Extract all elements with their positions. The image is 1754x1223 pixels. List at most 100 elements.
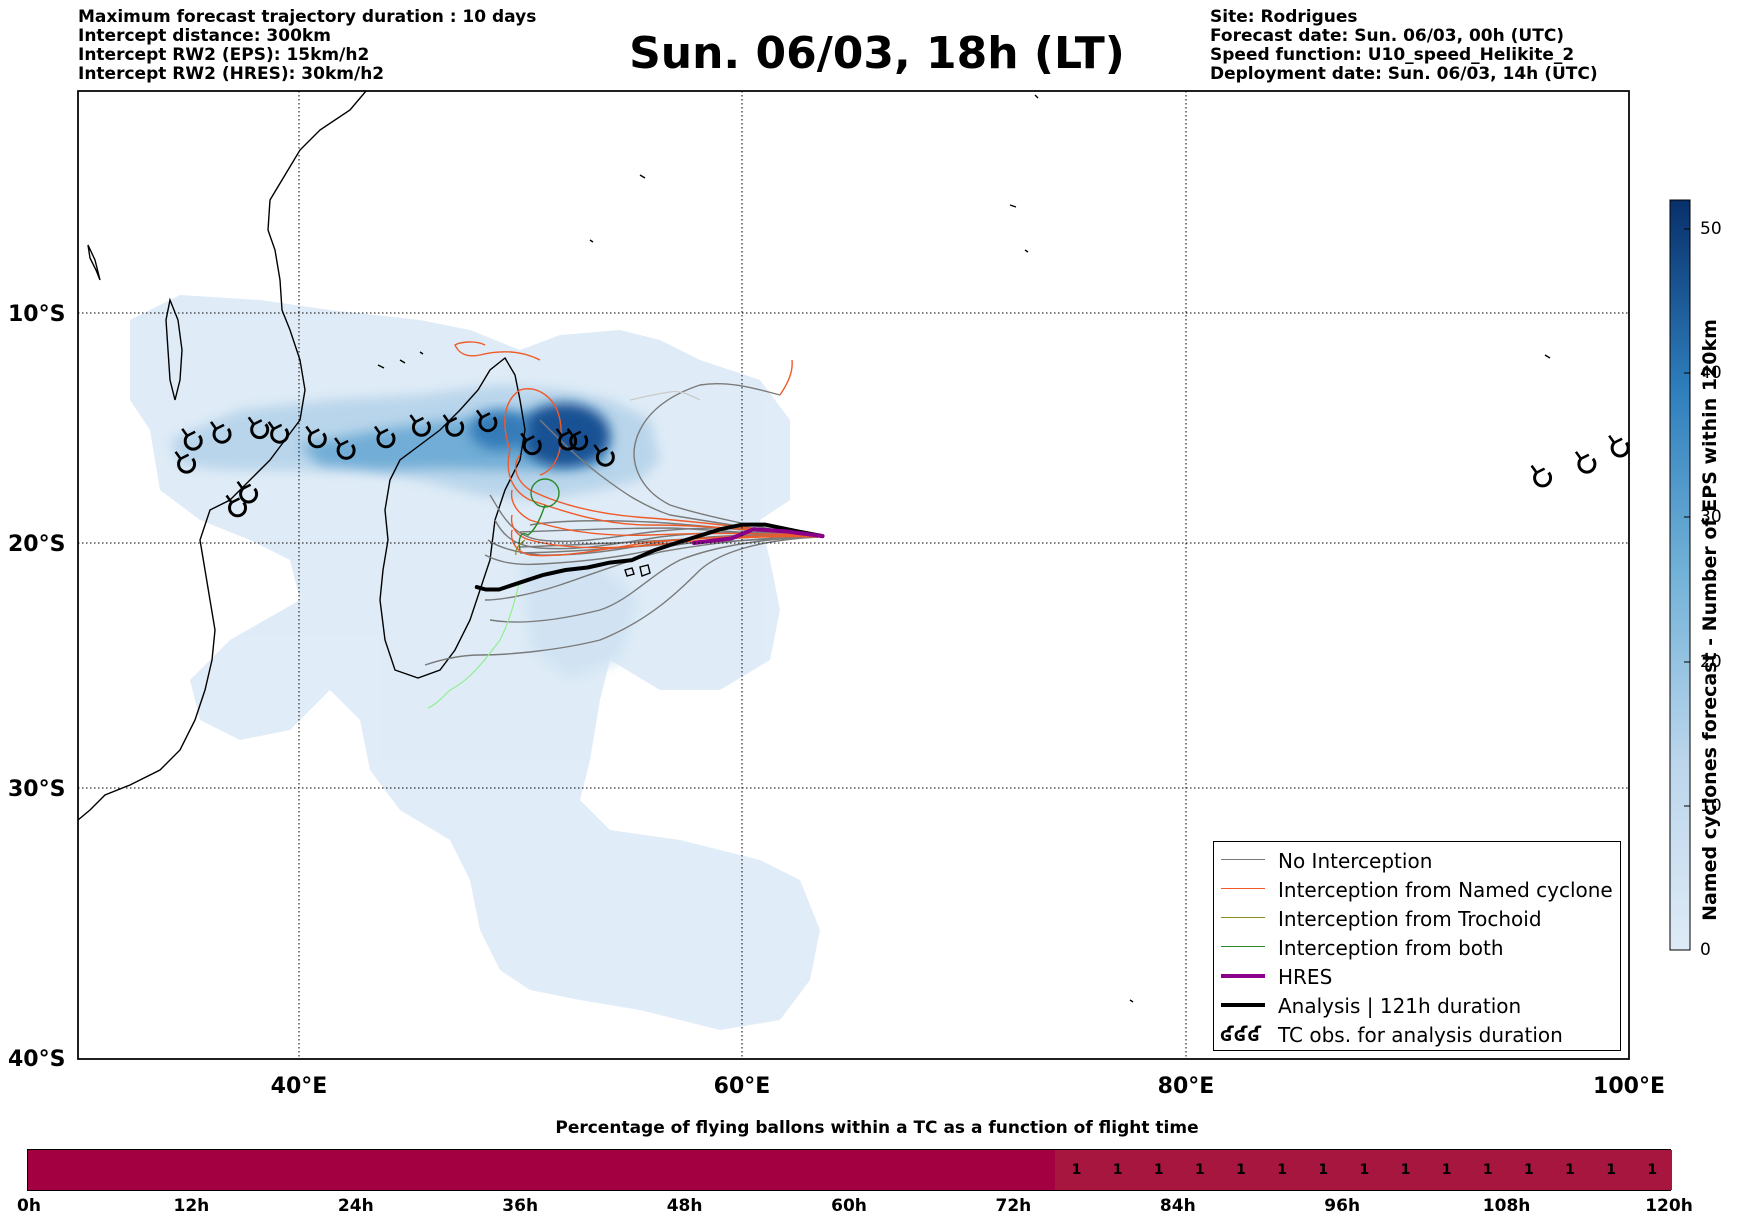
legend-item-analysis: Analysis | 121h duration: [1214, 993, 1620, 1022]
timebar-value: 1: [1071, 1162, 1082, 1178]
mauritius: [639, 564, 651, 577]
tc-obs-symbol: [593, 444, 615, 467]
tc-obs-symbol: [305, 425, 327, 449]
coastlines: [78, 91, 1551, 1003]
flight-time-bar: 1 1 1 1 1 1 1 1 1 1 1 1 1 1 1: [27, 1149, 1672, 1191]
header-left-line: Maximum forecast trajectory duration : 1…: [78, 7, 537, 27]
legend-label: Analysis | 121h duration: [1278, 994, 1522, 1018]
colorbar-tick-20: 20: [1700, 652, 1722, 672]
tc-obs-symbol: [373, 425, 396, 449]
timebar-value: 1: [1318, 1162, 1329, 1178]
legend-label: Interception from Named cyclone: [1278, 878, 1613, 902]
colorbar: [1669, 199, 1691, 951]
timebar-value: 1: [1153, 1162, 1164, 1178]
header-right-line: Speed function: U10_speed_Helikite_2: [1210, 45, 1575, 65]
time-axis-label: 36h: [502, 1196, 539, 1216]
time-axis-label: 108h: [1482, 1196, 1531, 1216]
time-axis-label: 0h: [17, 1196, 41, 1216]
colorbar-tick-40: 40: [1700, 363, 1722, 383]
legend-line-green: [1221, 946, 1265, 947]
timebar-value: 1: [1194, 1162, 1205, 1178]
time-axis-label: 96h: [1324, 1196, 1361, 1216]
time-axis-label: 48h: [666, 1196, 703, 1216]
timebar-value: 1: [1277, 1162, 1287, 1178]
time-axis-label: 24h: [337, 1196, 374, 1216]
legend-label: Interception from Trochoid: [1278, 907, 1542, 931]
colorbar-tick-30: 30: [1700, 507, 1722, 527]
tc-obs-symbol: [1608, 434, 1629, 458]
graticule: [78, 91, 1629, 1059]
reunion: [624, 567, 635, 577]
legend-label: No Interception: [1278, 849, 1433, 873]
colorbar-tick-50: 50: [1700, 219, 1722, 239]
comoros: [377, 351, 424, 369]
small-islands: [589, 94, 1551, 1003]
eps-no-interception: [424, 382, 819, 666]
lon-label-40e: 40°E: [271, 1074, 328, 1099]
colorbar-ticks: [1684, 228, 1690, 951]
lat-label-30s: 30°S: [8, 777, 65, 802]
tc-obs-symbol: [1530, 464, 1553, 488]
tc-obs-symbol: [1574, 451, 1597, 474]
timebar-value: 1: [1236, 1162, 1246, 1178]
lake-malawi: [165, 297, 183, 401]
timebar-value: 1: [1524, 1162, 1534, 1178]
timebar-value: 1: [1400, 1162, 1411, 1178]
tc-obs-symbol: [566, 428, 589, 451]
timebar-value: 1: [1359, 1162, 1370, 1178]
legend-item-tc-obs: ʛʛʛ TC obs. for analysis duration: [1214, 1022, 1620, 1051]
eps-both-interception: [518, 478, 560, 551]
header-left-line: Intercept distance: 300km: [78, 26, 331, 46]
timebar-value: 1: [1565, 1162, 1575, 1178]
density-outer: [130, 295, 820, 1030]
legend-line-grey: [1221, 859, 1265, 860]
lat-label-10s: 10°S: [8, 302, 65, 327]
tc-obs-symbol: [174, 451, 196, 474]
legend-item-both: Interception from both: [1214, 935, 1620, 964]
tc-obs-symbol: [225, 494, 247, 518]
legend-label: TC obs. for analysis duration: [1278, 1023, 1563, 1047]
eps-light-grey-trails: [629, 390, 701, 401]
legend-label: HRES: [1278, 965, 1333, 989]
legend-item-hres: HRES: [1214, 964, 1620, 993]
time-axis-label: 12h: [173, 1196, 210, 1216]
hres-track: [692, 527, 825, 545]
timebar-value: 1: [1441, 1162, 1452, 1178]
header-right-line: Site: Rodrigues: [1210, 7, 1358, 27]
legend-item-no-interception: No Interception: [1214, 848, 1620, 877]
map-legend: No Interception Interception from Named …: [1213, 841, 1621, 1051]
eps-light-trails: [427, 579, 521, 709]
tc-obs-symbol: [181, 428, 203, 451]
timebar-fill: [1055, 1150, 1672, 1190]
tc-observations: [174, 409, 1629, 518]
header-right-line: Deployment date: Sun. 06/03, 14h (UTC): [1210, 64, 1598, 84]
eps-trochoid-interception: [515, 539, 526, 556]
timebar-title: Percentage of flying ballons within a TC…: [555, 1118, 1199, 1138]
header-left-line: Intercept RW2 (HRES): 30km/h2: [78, 64, 385, 84]
legend-line-black: [1221, 1003, 1265, 1007]
timebar-value: 1: [1647, 1162, 1658, 1178]
legend-line-olive: [1221, 917, 1265, 918]
legend-line-purple: [1221, 974, 1265, 978]
legend-line-orange: [1221, 888, 1265, 889]
lon-label-100e: 100°E: [1593, 1074, 1665, 1099]
tc-obs-symbol: [236, 480, 259, 504]
density-max2: [470, 410, 530, 450]
colorbar-tick-0: 0: [1700, 940, 1711, 960]
legend-item-trochoid: Interception from Trochoid: [1214, 906, 1620, 935]
lat-label-20s: 20°S: [8, 532, 65, 557]
colorbar-label: Named cyclones forecast - Number of EPS …: [1699, 319, 1721, 921]
timebar-value: 1: [1112, 1162, 1123, 1178]
page-title: Sun. 06/03, 18h (LT): [629, 28, 1125, 79]
time-axis-label: 72h: [995, 1196, 1032, 1216]
tc-obs-symbol: [475, 409, 498, 433]
time-axis-label: 84h: [1159, 1196, 1196, 1216]
time-axis-label: 60h: [831, 1196, 867, 1216]
madagascar-coast: [379, 356, 526, 679]
timebar-value: 1: [1606, 1162, 1617, 1178]
tc-obs-symbol: [409, 414, 431, 437]
header-right-line: Forecast date: Sun. 06/03, 00h (UTC): [1210, 26, 1565, 46]
legend-label: Interception from both: [1278, 936, 1504, 960]
tc-obs-symbol: [442, 414, 465, 437]
